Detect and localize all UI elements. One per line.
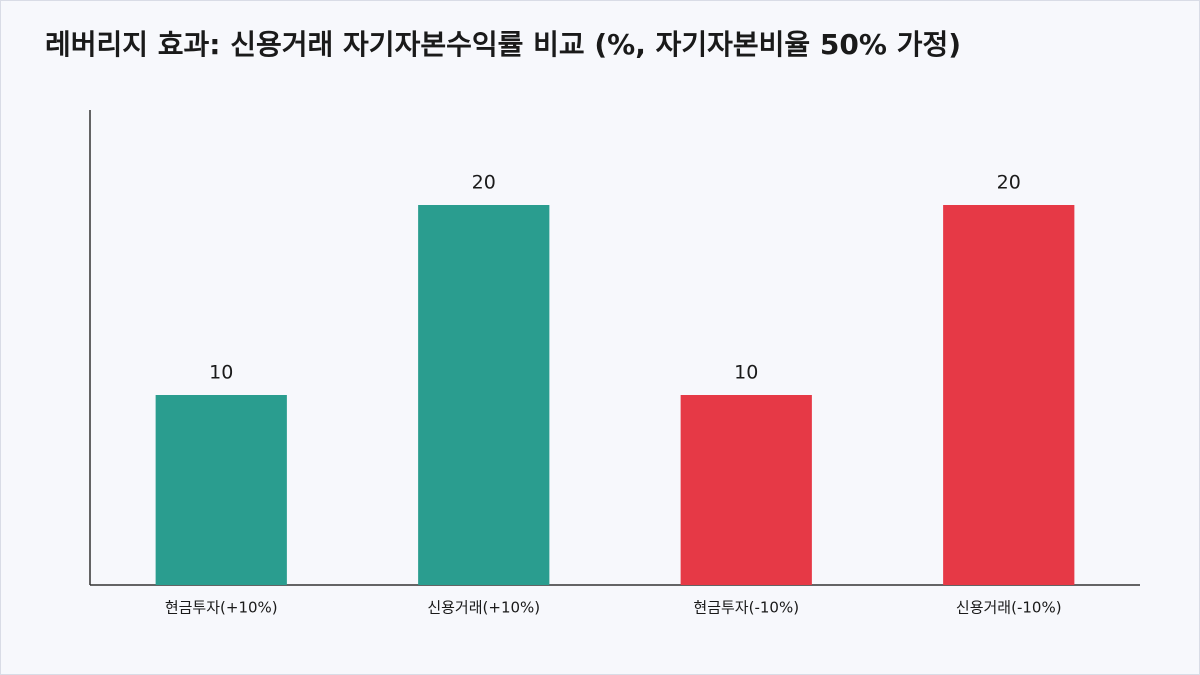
bar bbox=[943, 205, 1075, 585]
x-tick-label: 신용거래(-10%) bbox=[956, 599, 1062, 617]
value-label: 20 bbox=[997, 172, 1021, 194]
bar bbox=[155, 395, 287, 585]
x-tick-label: 신용거래(+10%) bbox=[427, 599, 540, 617]
bar bbox=[418, 205, 550, 585]
x-tick-label: 현금투자(+10%) bbox=[165, 599, 278, 617]
chart-title: 레버리지 효과: 신용거래 자기자본수익률 비교 (%, 자기자본비율 50% … bbox=[45, 28, 961, 61]
value-label: 10 bbox=[734, 362, 758, 384]
value-label: 20 bbox=[472, 172, 496, 194]
bar bbox=[680, 395, 812, 585]
value-label: 10 bbox=[209, 362, 233, 384]
x-tick-label: 현금투자(-10%) bbox=[693, 599, 799, 617]
